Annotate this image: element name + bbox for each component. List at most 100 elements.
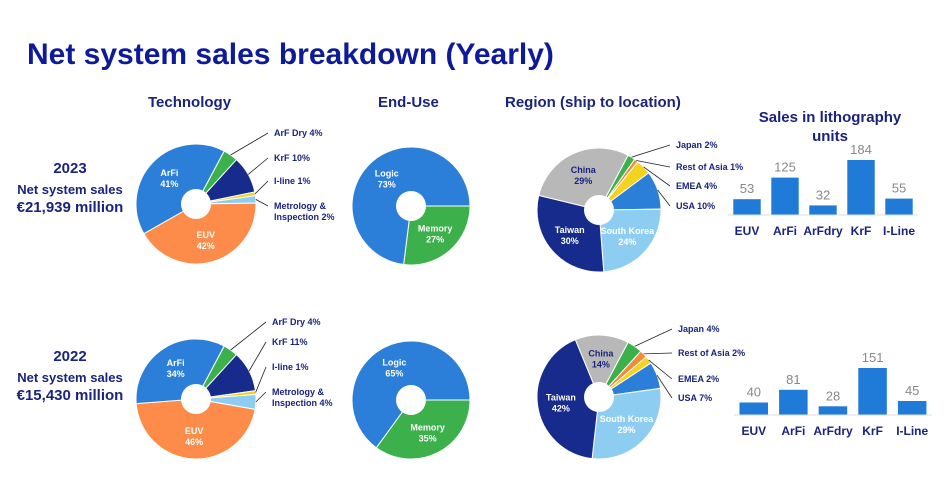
bar-euv-2023 bbox=[733, 199, 761, 215]
bar-krf-2023 bbox=[847, 160, 875, 215]
pie-slice-euv-2022 bbox=[135, 398, 256, 460]
pie-slice-taiwan-2022 bbox=[536, 339, 600, 460]
bar-arfdry-2022 bbox=[818, 406, 848, 415]
tick-label-euv-2022: EUV bbox=[741, 424, 766, 438]
pie-label-arfi-2022: ArFi 34% bbox=[167, 358, 185, 379]
pie-hole-2023 bbox=[181, 189, 211, 219]
pie-label-arfi-2023: ArFi 41% bbox=[160, 168, 178, 189]
tick-label-euv-2023: EUV bbox=[735, 224, 760, 238]
pie-label-south-korea-2023: South Korea 24% bbox=[601, 226, 655, 247]
sales-label: Net system sales bbox=[17, 182, 123, 197]
pie-label-usa-2022: USA 7% bbox=[678, 393, 712, 403]
leader-line-japan-2022 bbox=[634, 328, 673, 347]
leader-line-krf-2022 bbox=[248, 341, 267, 372]
sales-amount: €21,939 million bbox=[16, 199, 124, 216]
page-title: Net system sales breakdown (Yearly) bbox=[27, 38, 554, 71]
pie-hole-2023 bbox=[396, 191, 426, 221]
pie-label-south-korea-2022: South Korea 29% bbox=[600, 414, 654, 435]
header-technology: Technology bbox=[148, 94, 232, 111]
pie-hole-2022 bbox=[584, 382, 614, 412]
tick-label-i-line-2023: I-Line bbox=[883, 224, 915, 238]
tick-label-krf-2022: KrF bbox=[862, 424, 883, 438]
leader-line-rest-of-asia-2023 bbox=[636, 160, 671, 168]
year-2022-summary: 2022 Net system sales €15,430 million bbox=[0, 348, 140, 404]
bar-value-euv-2022: 40 bbox=[747, 385, 761, 400]
year-label: 2022 bbox=[53, 348, 87, 365]
tick-label-arfi-2022: ArFi bbox=[781, 424, 805, 438]
pie-label-emea-2022: EMEA 2% bbox=[678, 374, 719, 384]
header-units: Sales in lithography units bbox=[758, 109, 902, 145]
sales-amount: €15,430 million bbox=[16, 387, 124, 404]
pie-label-i-line-2022: I-line 1% bbox=[272, 362, 309, 372]
bar-value-arfdry-2023: 32 bbox=[816, 187, 830, 202]
pie-label-taiwan-2023: Taiwan 30% bbox=[555, 225, 585, 246]
leader-line-krf-2023 bbox=[247, 157, 269, 175]
tick-label-arfdry-2022: ArFdry bbox=[813, 424, 853, 438]
pie-slice-arfi-2023 bbox=[135, 143, 225, 235]
pie-slice-south-korea-2023 bbox=[598, 208, 662, 273]
header-end-use: End-Use bbox=[378, 94, 439, 111]
bar-value-arfi-2022: 81 bbox=[786, 372, 800, 387]
bar-value-krf-2023: 184 bbox=[850, 142, 872, 157]
pie-hole-2023 bbox=[584, 195, 614, 225]
bar-arfdry-2023 bbox=[809, 205, 837, 215]
pie-slice-memory-2023 bbox=[403, 205, 471, 266]
bar-i-line-2023 bbox=[885, 198, 913, 215]
leader-line-i-line-2023 bbox=[254, 180, 269, 195]
pie-label-china-2022: China 14% bbox=[588, 349, 614, 370]
leader-line-rest-of-asia-2022 bbox=[643, 352, 673, 355]
pie-hole-2022 bbox=[181, 384, 211, 414]
bar-value-arfdry-2022: 28 bbox=[826, 388, 840, 403]
leader-line-usa-2022 bbox=[656, 374, 673, 399]
pie-slice-arfi-2022 bbox=[135, 338, 225, 405]
year-2023-summary: 2023 Net system sales €21,939 million bbox=[0, 160, 140, 216]
leader-line-emea-2023 bbox=[643, 166, 671, 187]
pie-label-arf-dry-2022: ArF Dry 4% bbox=[272, 317, 321, 327]
bar-value-krf-2022: 151 bbox=[862, 350, 884, 365]
leader-line-arf-dry-2023 bbox=[230, 132, 269, 156]
pie-label-krf-2022: KrF 11% bbox=[272, 337, 308, 347]
leader-line-arf-dry-2022 bbox=[230, 321, 267, 351]
pie-label-memory-2023: Memory 27% bbox=[418, 223, 453, 244]
pie-label-logic-2023: Logic 73% bbox=[375, 169, 399, 190]
pie-label-emea-2023: EMEA 4% bbox=[676, 181, 717, 191]
pie-label-krf-2023: KrF 10% bbox=[274, 153, 310, 163]
pie-label-usa-2023: USA 10% bbox=[676, 201, 715, 211]
pie-slice-china-2022 bbox=[574, 334, 629, 399]
tick-label-i-line-2022: I-Line bbox=[896, 424, 928, 438]
bar-arfi-2023 bbox=[771, 177, 799, 215]
pie-label-metrology-inspection-2023: Metrology & Inspection 2% bbox=[274, 201, 335, 222]
bar-krf-2022 bbox=[858, 368, 887, 415]
bar-euv-2022 bbox=[739, 402, 768, 415]
bar-value-i-line-2022: 45 bbox=[905, 383, 919, 398]
leader-line-usa-2023 bbox=[657, 189, 671, 207]
bar-arfi-2022 bbox=[779, 389, 808, 415]
bar-value-euv-2023: 53 bbox=[740, 181, 754, 196]
tick-label-krf-2023: KrF bbox=[851, 224, 872, 238]
header-region: Region (ship to location) bbox=[505, 94, 681, 111]
leader-line-i-line-2022 bbox=[255, 366, 267, 393]
bar-value-arfi-2023: 125 bbox=[774, 160, 796, 175]
year-label: 2023 bbox=[53, 160, 87, 177]
pie-label-china-2023: China 29% bbox=[571, 165, 597, 186]
pie-label-japan-2023: Japan 2% bbox=[676, 140, 718, 150]
pie-label-rest-of-asia-2023: Rest of Asia 1% bbox=[676, 162, 743, 172]
leader-line-japan-2023 bbox=[631, 144, 671, 158]
tick-label-arfdry-2023: ArFdry bbox=[803, 224, 843, 238]
pie-hole-2022 bbox=[396, 385, 426, 415]
bar-i-line-2022 bbox=[897, 401, 927, 415]
bar-value-i-line-2023: 55 bbox=[892, 181, 906, 196]
leader-line-metrology-inspection-2023 bbox=[255, 199, 269, 207]
pie-label-euv-2022: EUV 46% bbox=[185, 426, 204, 447]
pie-slice-china-2023 bbox=[538, 147, 629, 211]
pie-label-metrology-inspection-2022: Metrology & Inspection 4% bbox=[272, 387, 333, 408]
pie-label-memory-2022: Memory 35% bbox=[410, 423, 445, 444]
pie-label-logic-2022: Logic 65% bbox=[382, 357, 406, 378]
pie-label-taiwan-2022: Taiwan 42% bbox=[546, 392, 576, 413]
pie-slice-memory-2022 bbox=[375, 399, 471, 460]
leader-line-metrology-inspection-2022 bbox=[255, 391, 267, 403]
pie-label-i-line-2023: I-line 1% bbox=[274, 176, 311, 186]
pie-label-euv-2023: EUV 42% bbox=[196, 230, 215, 251]
pie-label-arf-dry-2023: ArF Dry 4% bbox=[274, 128, 323, 138]
